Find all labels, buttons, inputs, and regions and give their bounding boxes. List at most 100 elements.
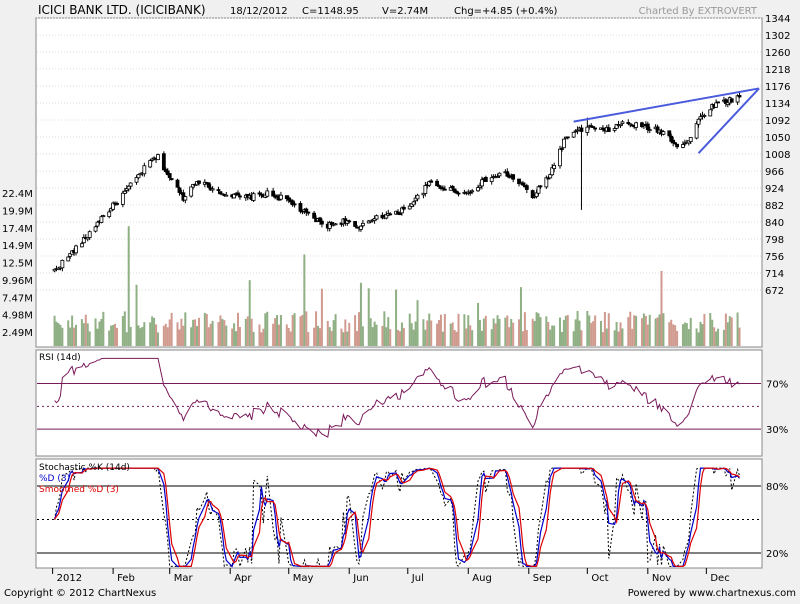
volume-bar	[244, 318, 247, 346]
volume-tick-label: 7.47M	[2, 293, 33, 304]
date-tick-label: 2012	[57, 573, 82, 584]
volume-bar	[594, 315, 597, 346]
candle-body	[548, 174, 553, 179]
volume-bar	[518, 319, 521, 346]
volume-bar	[662, 313, 665, 346]
candle-body	[698, 116, 703, 120]
volume-bar	[383, 311, 386, 346]
volume-bar	[276, 315, 279, 346]
volume-bar	[545, 316, 548, 346]
volume-bar	[385, 327, 388, 346]
stoch-tick-label: 20%	[766, 549, 788, 560]
candle-body	[442, 188, 447, 191]
candle-body	[536, 186, 541, 194]
volume-bar	[436, 323, 439, 346]
candle-body	[489, 177, 494, 182]
volume-bar	[701, 324, 704, 346]
volume-bar	[656, 317, 659, 346]
volume-bar	[463, 314, 466, 346]
volume-bars	[53, 226, 741, 346]
volume-bar	[375, 324, 378, 346]
date-tick-label: Feb	[117, 573, 135, 584]
volume-bar	[504, 317, 507, 346]
candle-body	[122, 190, 127, 194]
volume-bar	[182, 325, 185, 346]
volume-bar	[225, 325, 228, 346]
volume-bar	[291, 314, 294, 346]
volume-bar	[285, 324, 288, 346]
candle-body	[81, 237, 86, 244]
volume-bar	[551, 325, 554, 346]
volume-bar	[108, 330, 111, 346]
volume-bar	[603, 311, 606, 346]
volume-bar	[123, 311, 126, 346]
price-tick-label: 1008	[765, 150, 790, 161]
volume-bar	[260, 332, 263, 346]
volume-bar	[736, 312, 739, 346]
volume-bar	[264, 313, 267, 346]
candle-body	[156, 154, 160, 161]
candle-body	[259, 193, 264, 196]
volume-bar	[400, 322, 403, 346]
volume-bar	[84, 314, 87, 346]
volume-bar	[334, 314, 337, 346]
volume-bar	[121, 316, 124, 346]
stochastic-indicator: 80% 20%	[37, 466, 788, 568]
volume-bar	[178, 329, 181, 346]
volume-bar	[328, 327, 331, 346]
volume-bar	[574, 319, 577, 346]
volume-bar	[235, 331, 238, 346]
candle-body	[558, 148, 562, 167]
candle-body	[696, 118, 701, 125]
candle-body	[142, 165, 147, 175]
candle-body	[505, 171, 510, 177]
volume-bar	[586, 311, 589, 346]
volume-bar	[266, 311, 269, 346]
candle-body	[476, 187, 480, 192]
volume-bar	[190, 327, 193, 346]
candle-body	[560, 148, 564, 150]
volume-bar	[715, 331, 718, 346]
volume-bar	[258, 324, 261, 346]
date-tick-label: Oct	[591, 573, 608, 584]
candle-body	[87, 231, 92, 238]
candle-body	[292, 203, 297, 206]
volume-bar	[233, 323, 236, 346]
candle-body	[538, 185, 543, 188]
volume-bar	[426, 320, 429, 346]
volume-bar	[519, 287, 522, 346]
volume-bar	[137, 325, 140, 346]
candle-body	[128, 182, 133, 187]
volume-bar	[277, 324, 280, 346]
candle-body	[107, 211, 112, 217]
volume-bar	[658, 314, 661, 346]
volume-bar	[410, 323, 413, 346]
candle-body	[626, 121, 631, 125]
candle-body	[353, 221, 357, 227]
volume-bar	[344, 319, 347, 346]
volume-bar	[471, 330, 474, 346]
candle-body	[115, 203, 119, 205]
volume-bar	[116, 327, 119, 346]
volume-bar	[455, 331, 458, 346]
price-tick-label: 966	[765, 167, 784, 178]
volume-bar	[430, 320, 433, 346]
candle-body	[589, 125, 594, 128]
price-tick-label: 924	[765, 184, 784, 195]
volume-tick-label: 12.5M	[2, 259, 33, 270]
candle-body	[524, 185, 529, 190]
candle-body	[374, 215, 379, 220]
candle-body	[517, 178, 521, 185]
volume-bar	[629, 311, 632, 346]
volume-bar	[69, 327, 72, 346]
candle-body	[93, 226, 98, 232]
volume-axis: 22.4M 19.9M 17.4M 14.9M 12.5M 9.96M 7.47M 4.98M…	[2, 189, 33, 339]
price-tick-label: 798	[765, 235, 784, 246]
candle-body	[161, 153, 166, 171]
volume-bar	[369, 318, 372, 346]
price-tick-label: 756	[765, 252, 784, 263]
volume-bar	[560, 332, 563, 346]
volume-bar	[477, 302, 480, 346]
candle-body	[304, 208, 309, 213]
stoch-tick-label: 80%	[766, 482, 788, 493]
